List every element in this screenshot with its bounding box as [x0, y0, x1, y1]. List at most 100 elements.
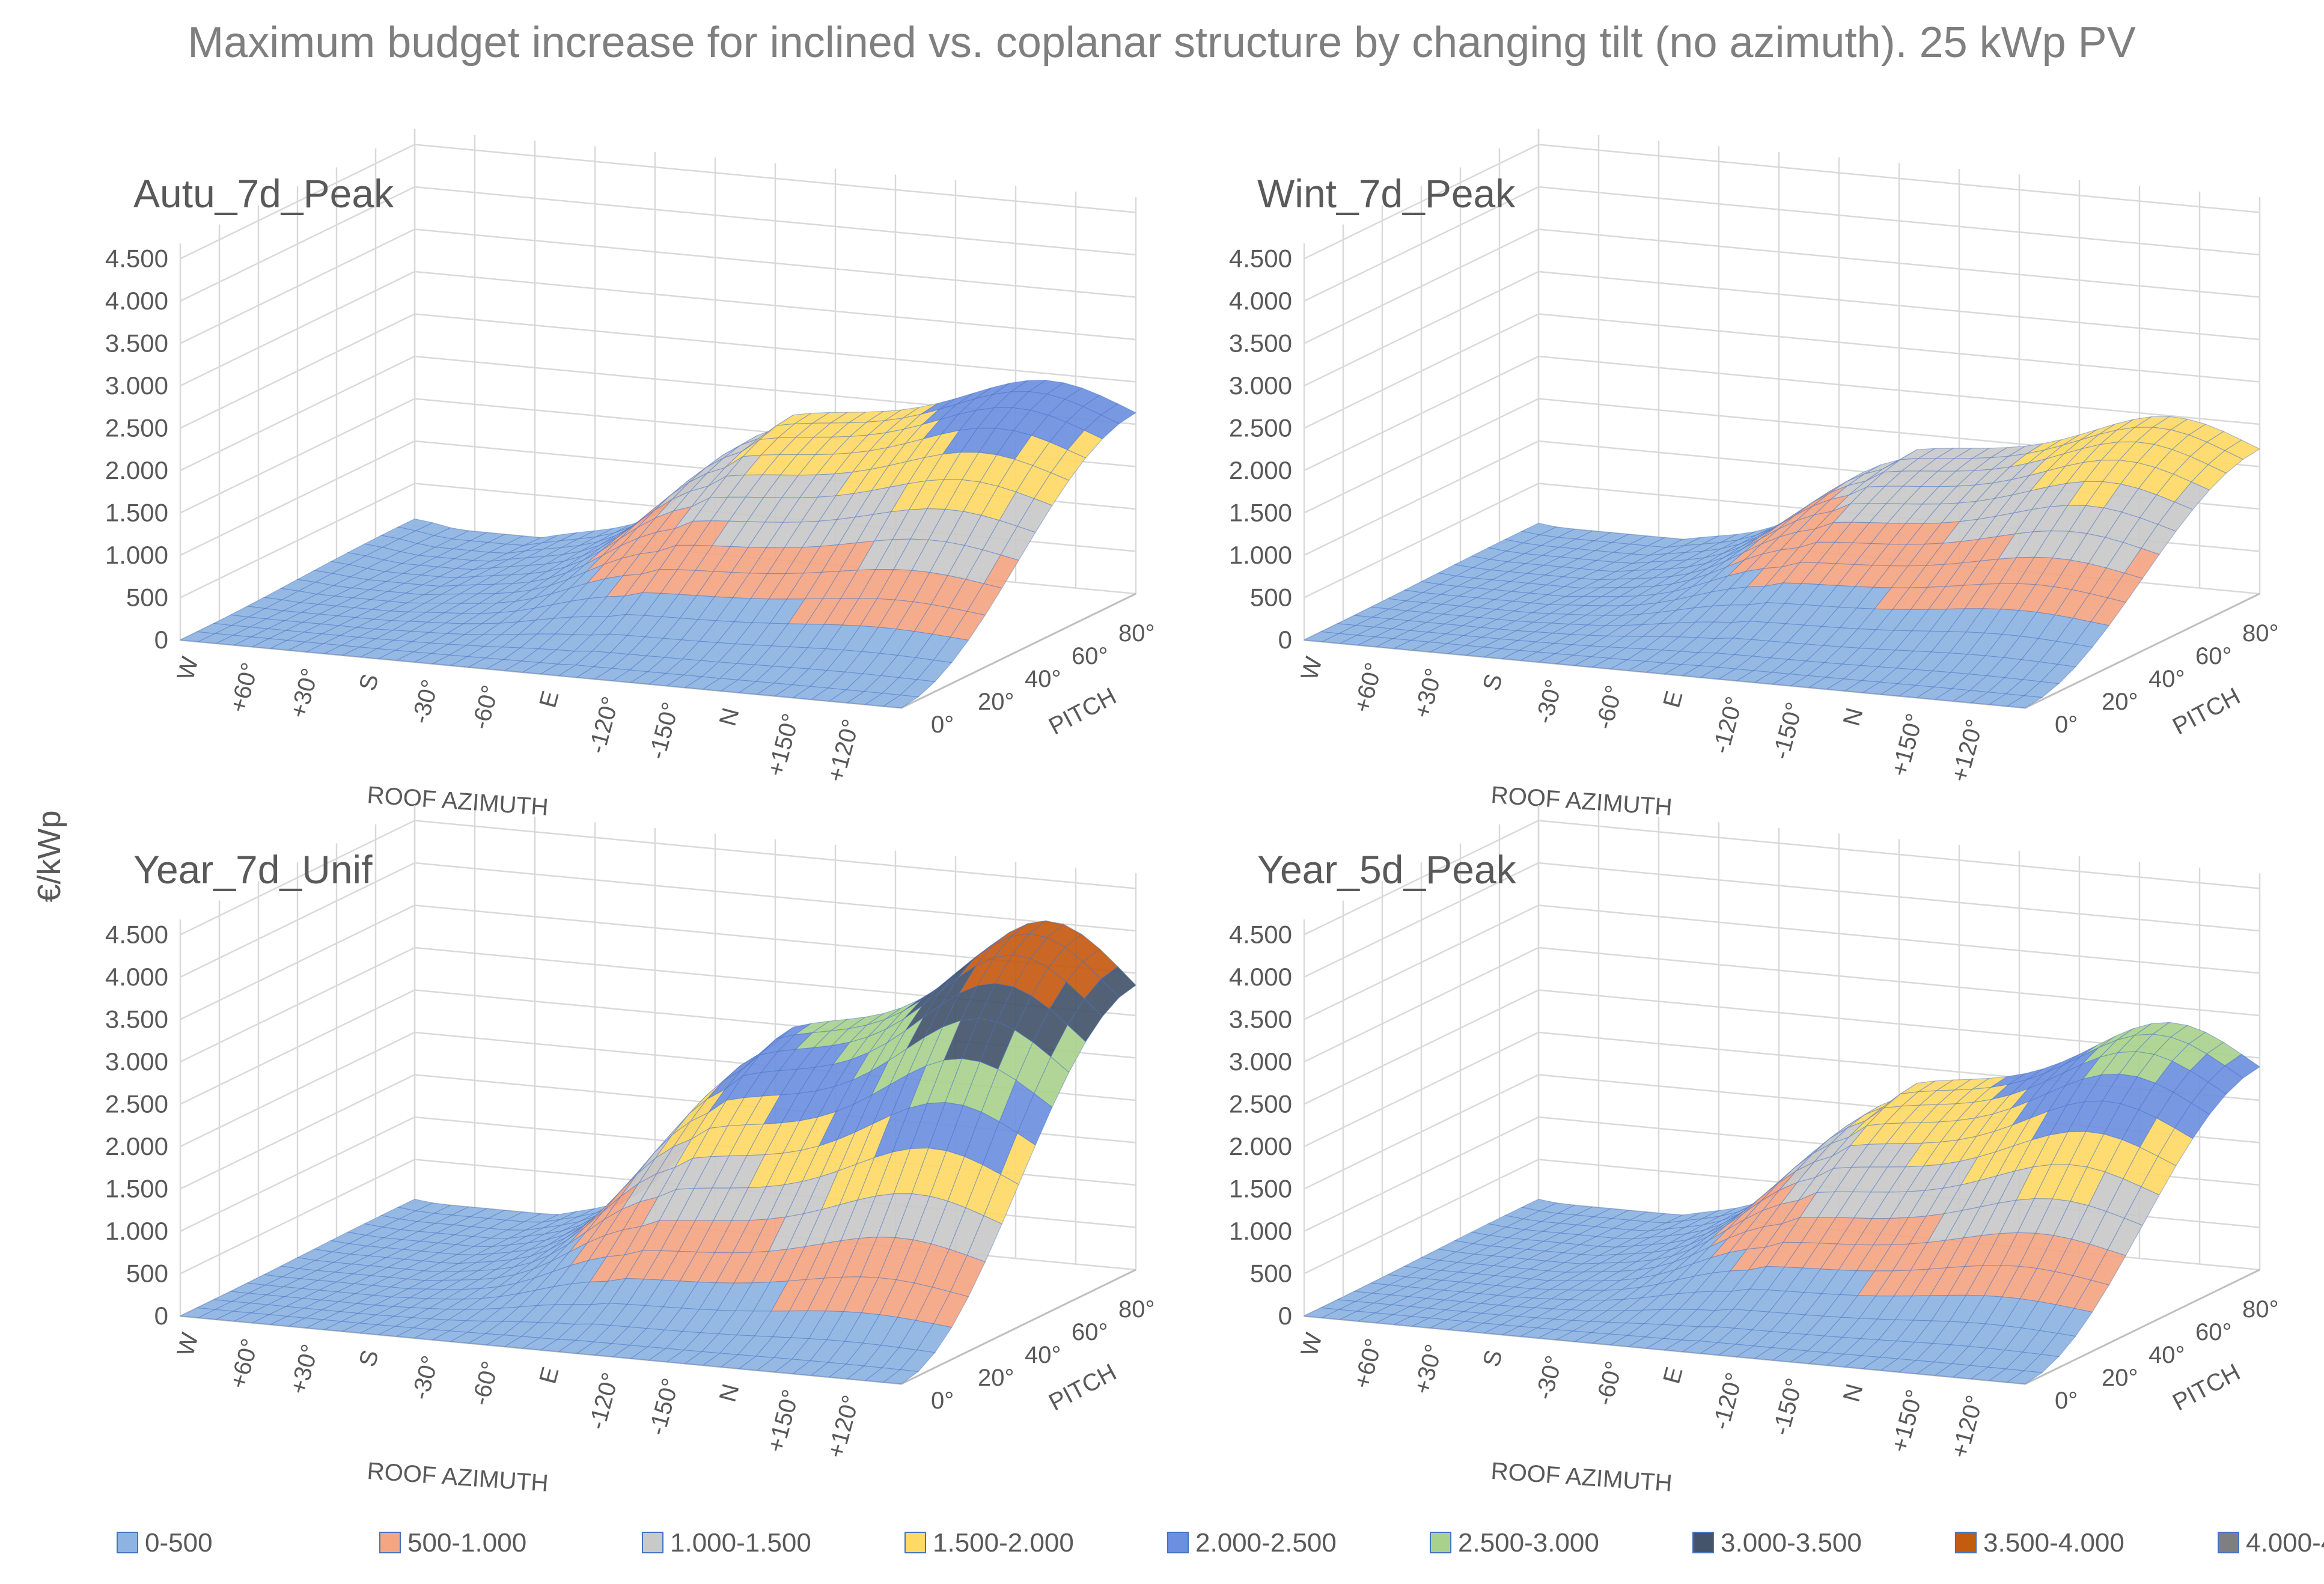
legend-label: 3.000-3.500 [1721, 1528, 1862, 1558]
panel-title: Year_5d_Peak [1257, 847, 1517, 892]
x-tick-label: E [534, 1364, 564, 1386]
x-tick-label: +120° [823, 716, 865, 785]
surface-cell [2140, 523, 2177, 555]
chart-panel: Wint_7d_Peak 0 500 1.000 1.500 2.000 2.500 3.00… [1229, 129, 2279, 821]
legend-label: 1.500-2.000 [933, 1528, 1074, 1558]
z-tick-label: 3.000 [105, 371, 168, 400]
x-tick-label: N [715, 705, 745, 728]
x-tick-label: N [1838, 705, 1868, 728]
surface-cell [882, 1369, 920, 1384]
z-tick-label: 3.500 [1229, 329, 1292, 358]
x-tick-label: S [354, 1347, 383, 1369]
x-tick-label: N [1838, 1381, 1868, 1404]
x-tick-label: -30° [1531, 677, 1568, 727]
legend-swatch [642, 1532, 663, 1553]
legend: 0-500 500-1.000 1.000-1.500 1.500-2.000 2.00… [117, 1528, 2324, 1558]
x-tick-label: E [1658, 688, 1688, 710]
legend-label: 3.500-4.000 [1983, 1528, 2124, 1558]
x-tick-label: W [1296, 1330, 1327, 1359]
y-tick-label: 80° [2242, 1296, 2279, 1323]
x-tick-label: -60° [467, 1359, 504, 1409]
z-tick-label: 4.500 [105, 921, 168, 949]
y-tick-label: 20° [978, 689, 1014, 715]
x-axis-label: ROOF AZIMUTH [1490, 782, 1673, 821]
x-tick-label: S [1478, 1347, 1507, 1369]
legend-swatch [1692, 1532, 1714, 1553]
x-tick-label: +60° [1349, 1336, 1387, 1391]
legend-swatch [2218, 1532, 2239, 1553]
legend-swatch [1430, 1532, 1451, 1553]
z-tick-label: 3.000 [105, 1047, 168, 1076]
legend-label: 2.500-3.000 [1458, 1528, 1599, 1558]
x-tick-label: +150° [763, 1387, 805, 1455]
y-tick-label: 60° [1072, 643, 1108, 669]
z-tick-label: 1.000 [1229, 1217, 1292, 1245]
z-tick-label: 2.500 [105, 1090, 168, 1118]
x-axis-label: ROOF AZIMUTH [366, 782, 549, 821]
z-tick-label: 2.000 [105, 456, 168, 484]
y-tick-label: 0° [931, 1388, 954, 1414]
x-tick-label: +30° [285, 665, 323, 720]
shared-y-axis-label: €/kWp [31, 810, 67, 902]
legend-swatch [1167, 1532, 1189, 1553]
surface-cell [2057, 644, 2093, 668]
z-tick-label: 3.000 [1229, 371, 1292, 400]
x-axis-label: ROOF AZIMUTH [366, 1458, 549, 1497]
z-tick-label: 0 [1278, 1302, 1292, 1330]
z-tick-label: 1.500 [1229, 1175, 1292, 1203]
z-tick-label: 0 [154, 626, 168, 654]
legend-swatch [904, 1532, 926, 1553]
y-tick-label: 80° [2242, 620, 2279, 647]
x-tick-label: W [1296, 654, 1327, 683]
legend-label: 2.000-2.500 [1195, 1528, 1337, 1558]
surface [1302, 1022, 2261, 1384]
x-tick-label: +30° [1409, 665, 1447, 720]
x-tick-label: -120° [1707, 1370, 1748, 1433]
legend-label: 500-1.000 [407, 1528, 526, 1558]
y-tick-label: 0° [2055, 711, 2078, 738]
surface-cell [882, 695, 920, 708]
y-tick-label: 60° [1072, 1319, 1108, 1345]
z-tick-label: 4.000 [105, 287, 168, 315]
x-tick-label: +30° [285, 1341, 323, 1397]
x-tick-label: -30° [407, 677, 444, 727]
y-tick-label: 40° [1025, 666, 1061, 692]
y-tick-label: 0° [931, 711, 954, 738]
x-tick-label: N [715, 1381, 745, 1404]
x-tick-label: E [1658, 1364, 1688, 1386]
legend-swatch [117, 1532, 138, 1553]
chart-panel: Year_5d_Peak 0 500 1.000 1.500 2.000 2.500 3.00… [1229, 805, 2279, 1497]
surface-cell [1100, 966, 1136, 998]
x-tick-label: +60° [225, 660, 263, 715]
z-tick-label: 1.500 [1229, 499, 1292, 527]
surface-cell [966, 1215, 1002, 1263]
x-tick-label: S [1478, 671, 1507, 693]
y-tick-label: 20° [2102, 1365, 2138, 1391]
x-tick-label: -150° [1767, 699, 1808, 762]
x-tick-label: -150° [644, 699, 684, 762]
legend-label: 4.000-4.500 [2246, 1528, 2324, 1558]
z-tick-label: 1.000 [1229, 541, 1292, 569]
chart-panel: Autu_7d_Peak 0 500 1.000 1.500 2.000 2.500 3.00… [105, 129, 1155, 821]
y-tick-label: 80° [1118, 620, 1155, 647]
surface-cell [2174, 481, 2210, 510]
surface [1302, 416, 2261, 708]
y-tick-label: 20° [978, 1365, 1014, 1391]
panel-title: Year_7d_Unif [133, 847, 373, 892]
panel-title: Wint_7d_Peak [1257, 171, 1516, 216]
z-tick-label: 4.000 [1229, 287, 1292, 315]
z-tick-label: 2.000 [1229, 1132, 1292, 1160]
legend-label: 1.000-1.500 [670, 1528, 811, 1558]
z-tick-label: 4.000 [105, 963, 168, 991]
y-tick-label: 20° [2102, 689, 2138, 715]
x-tick-label: -60° [467, 683, 504, 733]
x-tick-label: -30° [1531, 1353, 1568, 1403]
x-tick-label: -120° [584, 694, 624, 757]
z-tick-label: 2.500 [105, 414, 168, 442]
z-tick-label: 4.500 [105, 245, 168, 273]
surface-cell [2224, 439, 2261, 460]
x-tick-label: +150° [763, 711, 805, 779]
chart-panel: Year_7d_Unif 0 500 1.000 1.500 2.000 2.500 3.00… [105, 805, 1155, 1497]
x-tick-label: -150° [644, 1375, 684, 1438]
